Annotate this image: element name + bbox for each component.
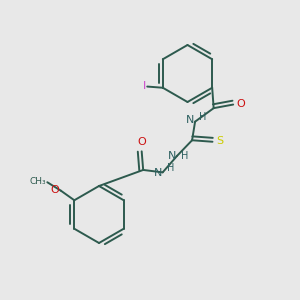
Text: H: H: [199, 112, 206, 122]
Text: O: O: [137, 137, 146, 148]
Text: H: H: [167, 163, 174, 173]
Text: S: S: [216, 136, 223, 146]
Text: N: N: [153, 168, 162, 178]
Text: H: H: [181, 152, 189, 161]
Text: N: N: [168, 152, 176, 161]
Text: CH₃: CH₃: [29, 177, 46, 186]
Text: I: I: [142, 81, 146, 91]
Text: O: O: [237, 99, 245, 109]
Text: O: O: [50, 185, 59, 195]
Text: N: N: [186, 115, 194, 125]
